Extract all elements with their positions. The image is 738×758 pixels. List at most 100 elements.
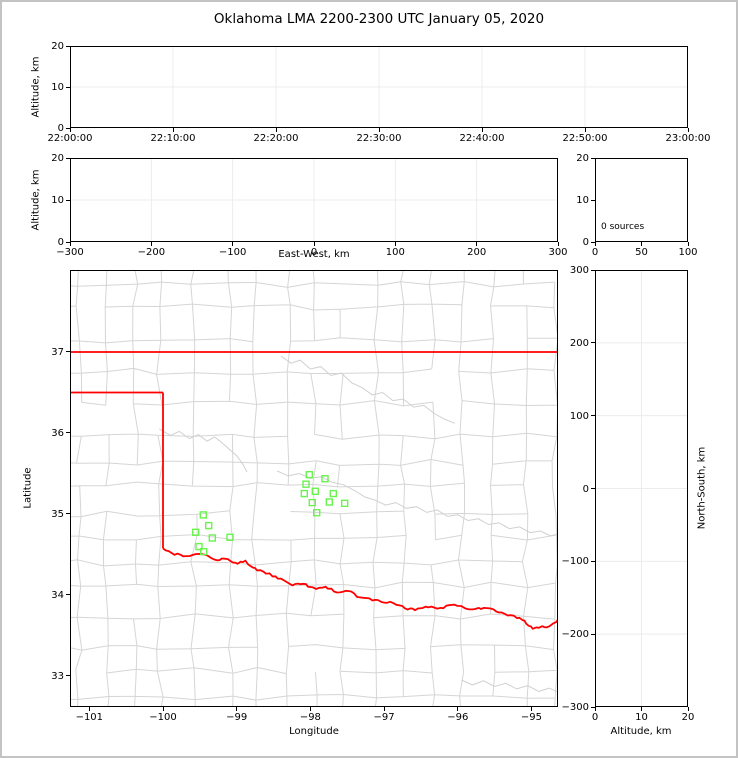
- tick-label: −95: [520, 712, 543, 723]
- lma-source-marker: [311, 487, 320, 496]
- river-line-gray: [159, 428, 248, 473]
- panel-spine: [595, 158, 688, 242]
- tick-mark: [641, 707, 642, 711]
- tick-mark: [172, 128, 174, 132]
- tick-mark: [591, 706, 595, 708]
- panel-spine: [70, 158, 558, 242]
- tick-mark: [641, 242, 642, 246]
- tick-label: 20: [51, 41, 64, 52]
- river-line-gray: [276, 470, 558, 537]
- tick-mark: [66, 157, 70, 159]
- tick-mark: [687, 707, 689, 711]
- tick-label: 22:20:00: [253, 133, 299, 144]
- tick-label: 20: [576, 153, 589, 164]
- tick-label: 100: [385, 247, 405, 258]
- tick-label: 22:30:00: [356, 133, 402, 144]
- tick-label: 22:10:00: [150, 133, 196, 144]
- tick-mark: [66, 45, 70, 47]
- tick-label: 10: [576, 195, 589, 206]
- panel-spine: [70, 270, 558, 707]
- tick-mark: [584, 128, 586, 132]
- tick-label: −200: [137, 247, 166, 258]
- tick-label: −96: [447, 712, 469, 723]
- tick-mark: [88, 707, 90, 711]
- panel-time-height[interactable]: [70, 46, 688, 128]
- tick-mark: [476, 242, 478, 246]
- lma-source-marker: [305, 470, 314, 479]
- lma-source-marker: [199, 511, 208, 519]
- east-west-height-plot: [70, 158, 558, 242]
- lma-source-marker: [208, 534, 217, 542]
- tick-mark: [162, 707, 164, 711]
- tick-mark: [313, 242, 315, 246]
- tick-mark: [66, 675, 70, 677]
- tick-label: −100: [218, 247, 247, 258]
- tick-mark: [69, 242, 71, 246]
- tick-label: 0: [591, 712, 599, 723]
- tick-mark: [66, 432, 70, 434]
- tick-mark: [394, 242, 396, 246]
- tick-label: −99: [226, 712, 248, 723]
- tick-mark: [457, 707, 459, 711]
- panel-north-south-altitude[interactable]: [595, 270, 688, 707]
- tick-label: 22:50:00: [562, 133, 608, 144]
- tick-label: 300: [569, 265, 589, 276]
- tick-label: −98: [299, 712, 321, 723]
- tick-mark: [687, 128, 689, 132]
- lma-source-marker: [308, 498, 317, 507]
- lma-source-marker: [302, 480, 310, 488]
- panel-east-west-height[interactable]: [70, 158, 558, 242]
- lma-source-marker: [329, 489, 337, 498]
- tick-label: 0: [57, 123, 64, 134]
- tick-mark: [591, 199, 595, 201]
- tick-label: 37: [51, 346, 64, 358]
- tick-label: 35: [51, 508, 64, 520]
- altitude-histogram-plot: [595, 158, 688, 242]
- tick-label: 0: [582, 237, 589, 248]
- panel-altitude-histogram[interactable]: [595, 158, 688, 242]
- tick-mark: [591, 157, 595, 159]
- tick-mark: [591, 342, 595, 344]
- lma-source-marker: [312, 508, 321, 517]
- tick-mark: [66, 513, 70, 515]
- tick-mark: [232, 242, 234, 246]
- tick-mark: [591, 269, 595, 271]
- x-axis-label-altitude-nspanel: Altitude, km: [610, 726, 672, 737]
- tick-label: 34: [51, 589, 64, 601]
- tick-label: 0: [57, 237, 64, 248]
- tick-label: −300: [56, 247, 84, 258]
- lma-source-marker: [191, 528, 200, 536]
- y-axis-label-north-south: North-South, km: [696, 446, 708, 530]
- lma-source-marker: [199, 547, 208, 556]
- tick-mark: [66, 241, 70, 243]
- tick-label: 300: [548, 247, 568, 258]
- tick-label: 22:40:00: [459, 133, 505, 144]
- tick-mark: [309, 707, 311, 711]
- tick-mark: [530, 707, 532, 711]
- tick-label: 20: [51, 153, 64, 164]
- county-boundaries: [70, 270, 558, 707]
- tick-mark: [594, 707, 596, 711]
- x-axis-label-east-west: East-West, km: [278, 249, 350, 260]
- tick-mark: [66, 86, 70, 88]
- panel-spine: [595, 270, 688, 707]
- tick-label: −200: [561, 629, 589, 641]
- red-river-border: [162, 547, 558, 630]
- tick-label: 50: [635, 247, 648, 258]
- tick-mark: [591, 488, 595, 489]
- lma-source-marker: [325, 498, 333, 506]
- tick-mark: [591, 560, 595, 562]
- river-line-gray: [280, 355, 455, 424]
- tick-label: 33: [51, 670, 64, 682]
- tick-label: 0: [591, 247, 599, 258]
- panel-plan-view-map[interactable]: [70, 270, 558, 707]
- lma-source-marker: [300, 489, 309, 498]
- tick-mark: [275, 128, 277, 132]
- tick-label: 100: [569, 410, 589, 422]
- tick-label: 0: [582, 483, 589, 495]
- lma-source-marker: [321, 474, 329, 483]
- tick-mark: [687, 242, 689, 246]
- tick-label: −100: [149, 712, 177, 723]
- tick-label: 10: [51, 195, 64, 206]
